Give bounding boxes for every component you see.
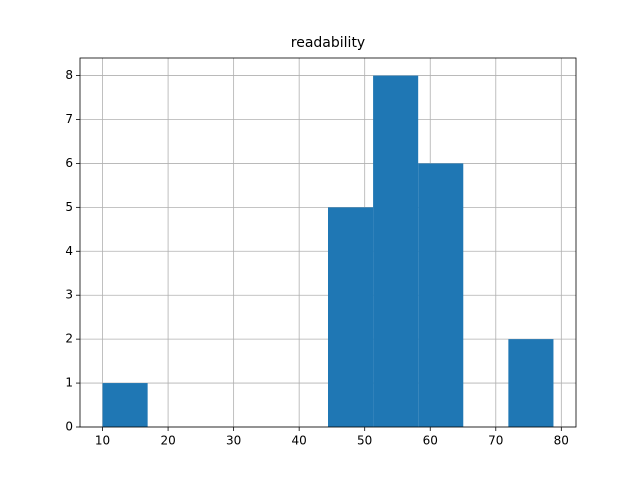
chart-title: readability xyxy=(291,35,365,51)
x-tick-label: 70 xyxy=(488,434,503,448)
plot-frame xyxy=(79,57,577,428)
x-tick-label: 40 xyxy=(292,434,307,448)
y-tick-label: 1 xyxy=(65,376,73,390)
y-tick-label: 7 xyxy=(65,112,73,126)
y-tick-label: 4 xyxy=(65,244,73,258)
x-tick-label: 50 xyxy=(357,434,372,448)
bar xyxy=(102,383,148,427)
bar xyxy=(418,163,464,427)
bar xyxy=(373,75,419,428)
x-tick-label: 80 xyxy=(554,434,569,448)
y-tick-label: 3 xyxy=(65,288,73,302)
y-tick-label: 5 xyxy=(65,200,73,214)
x-tick-label: 10 xyxy=(95,434,110,448)
x-tick-label: 30 xyxy=(226,434,241,448)
y-tick-label: 2 xyxy=(65,332,73,346)
x-tick-label: 20 xyxy=(160,434,175,448)
y-tick-label: 6 xyxy=(65,156,73,170)
x-tick-label: 60 xyxy=(423,434,438,448)
bar xyxy=(508,339,554,427)
y-tick-label: 0 xyxy=(65,420,73,434)
y-tick-label: 8 xyxy=(65,68,73,82)
bar xyxy=(328,207,374,427)
